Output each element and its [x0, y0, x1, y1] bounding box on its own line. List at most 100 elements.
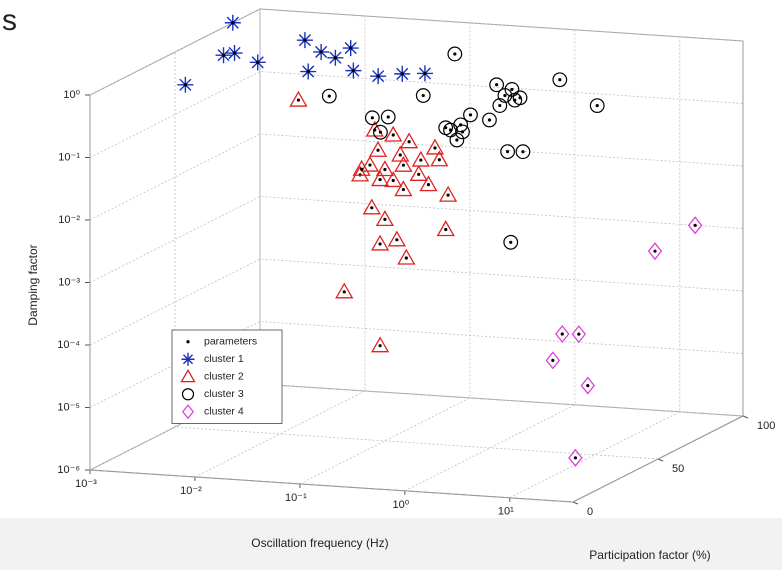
x-grid-line	[404, 29, 576, 492]
parameter-dot	[303, 38, 307, 42]
diamond-marker	[580, 376, 596, 395]
circle-marker	[492, 98, 508, 113]
parameter-dot	[510, 87, 514, 92]
z-tick-label: 10⁻⁴	[57, 339, 80, 351]
legend-entry: cluster 4	[181, 404, 244, 420]
circle-marker	[503, 234, 519, 250]
triangle-marker	[436, 220, 455, 237]
x-tick-label: 10⁻³	[75, 478, 97, 490]
triangle-marker	[370, 170, 390, 187]
axis-line	[89, 95, 744, 503]
circle-marker	[438, 120, 454, 136]
circle-marker	[500, 144, 516, 160]
parameter-dot	[333, 56, 337, 60]
triangle-marker	[368, 140, 388, 157]
legend-label: cluster 2	[204, 371, 244, 383]
parameter-dot	[327, 94, 331, 98]
circle-marker	[552, 72, 568, 88]
circle-marker	[453, 117, 469, 133]
y-tick	[572, 501, 579, 505]
triangle-marker	[384, 125, 403, 142]
x-tick-label: 10⁻¹	[285, 492, 307, 504]
z-tick-label: 10⁻⁵	[57, 401, 80, 413]
x-grid-line	[89, 9, 261, 471]
parameter-dot	[586, 383, 590, 388]
parameter-dot	[693, 223, 697, 227]
parameter-dot	[378, 344, 382, 348]
triangle-marker	[399, 132, 419, 149]
diamond-marker	[647, 242, 663, 261]
parameter-dot	[455, 138, 459, 142]
triangle-marker	[352, 159, 371, 176]
parameter-dot	[376, 148, 380, 152]
y-tick-label: 0	[587, 506, 593, 518]
diamond-marker	[568, 448, 583, 467]
triangle-marker	[375, 160, 395, 177]
parameter-dot	[509, 240, 513, 244]
parameter-dot	[256, 60, 260, 64]
parameter-dot	[400, 72, 404, 76]
legend-entry: cluster 3	[181, 388, 244, 401]
corner-text: s	[2, 4, 17, 37]
parameter-dot	[460, 130, 465, 134]
legend-entry: cluster 1	[181, 352, 244, 366]
triangle-marker	[350, 165, 370, 182]
circle-marker	[447, 46, 463, 62]
legend-label: parameters	[204, 336, 257, 348]
parameter-dot	[653, 249, 657, 253]
triangle-marker	[409, 165, 428, 181]
parameter-dot	[577, 332, 581, 336]
x-grid-line	[299, 22, 471, 485]
circle-marker	[449, 132, 465, 148]
triangle-marker	[360, 155, 380, 172]
parameter-dot	[558, 78, 562, 82]
parameter-dot	[378, 242, 382, 246]
diamond-marker	[555, 324, 570, 344]
parameter-dot	[349, 46, 353, 50]
parameter-dot	[595, 103, 599, 108]
z-tick-label: 10⁻⁶	[57, 464, 80, 476]
triangle-marker	[289, 90, 308, 107]
z-tick-label: 10⁻³	[58, 276, 80, 288]
diamond-marker	[545, 351, 561, 370]
circle-marker	[364, 110, 380, 126]
parameter-dot	[407, 140, 411, 144]
diamond-marker	[571, 325, 587, 344]
z-grid-line	[89, 196, 744, 283]
circle-marker	[515, 144, 531, 160]
parameter-dot	[319, 50, 323, 54]
z-grid-line	[89, 258, 744, 346]
parameter-dot	[376, 74, 380, 78]
parameter-dot	[453, 52, 457, 56]
parameter-dot	[498, 103, 502, 108]
parameter-dot	[401, 187, 405, 192]
figure-band	[0, 518, 782, 570]
parameter-dot	[421, 93, 425, 98]
parameter-dot	[503, 93, 507, 98]
parameter-dot	[495, 83, 499, 87]
x-grid-line	[194, 16, 366, 478]
parameter-dot	[433, 146, 437, 150]
legend-label: cluster 3	[204, 388, 244, 400]
parameter-dot	[221, 53, 226, 57]
parameter-dot	[437, 158, 441, 162]
y-grid-line	[89, 95, 574, 503]
parameter-dot	[383, 167, 387, 172]
parameter-dot	[386, 115, 390, 119]
parameter-dot	[378, 130, 383, 134]
box-edge	[259, 8, 744, 416]
triangle-marker	[387, 230, 406, 247]
z-grid-line	[89, 383, 744, 471]
triangle-marker	[391, 145, 410, 162]
z-grid-line	[89, 133, 744, 221]
parameter-dot	[560, 332, 564, 336]
parameter-dot	[360, 167, 364, 171]
y-tick	[742, 415, 749, 419]
parameter-dot	[423, 71, 427, 76]
triangle-marker	[370, 336, 390, 353]
triangle-marker	[425, 138, 445, 155]
triangle-marker	[335, 282, 354, 299]
y-axis-label: Participation factor (%)	[589, 548, 710, 562]
parameter-dot	[551, 358, 555, 362]
y-tick	[657, 458, 664, 462]
